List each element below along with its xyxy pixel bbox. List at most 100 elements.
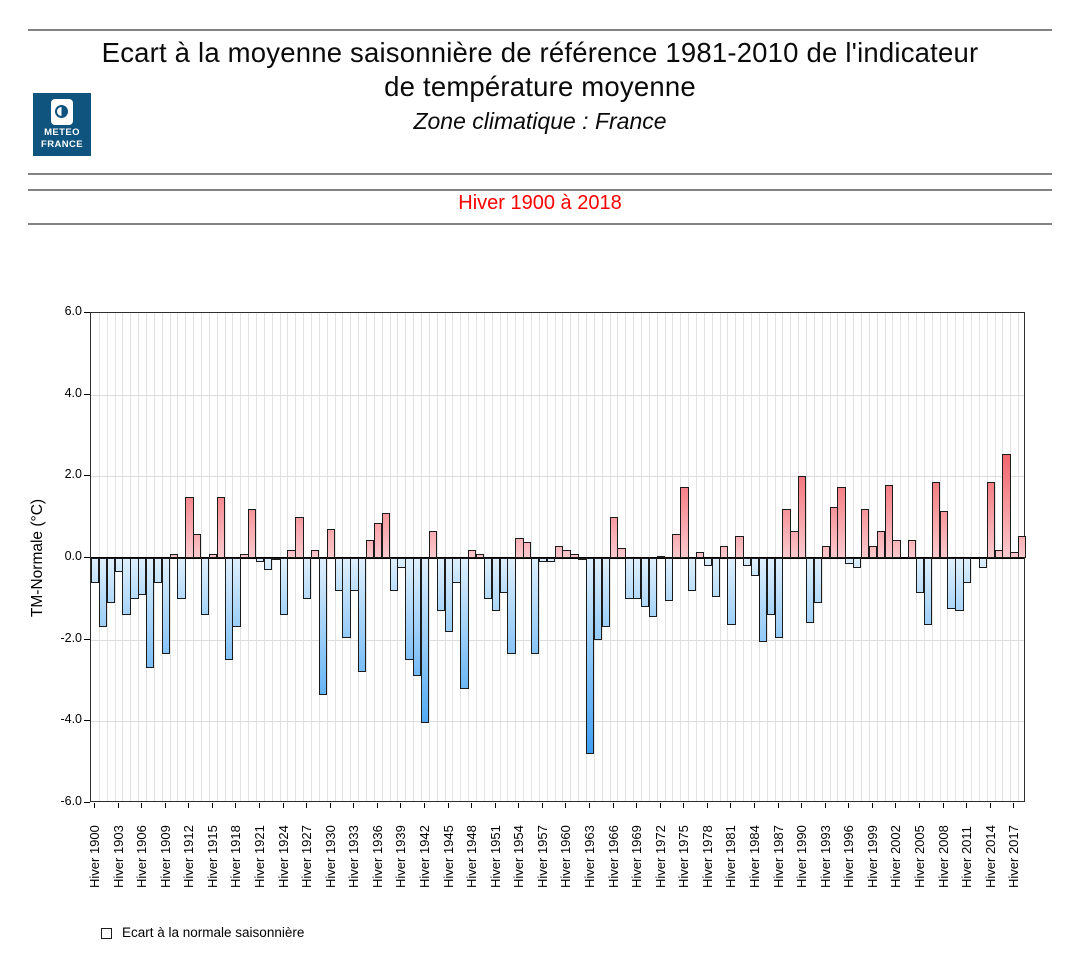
x-tick (612, 803, 614, 808)
y-tick (84, 475, 90, 477)
bar-1905 (130, 558, 139, 599)
bar-1969 (633, 558, 642, 599)
bar-1937 (381, 513, 391, 558)
bar-1980 (719, 545, 728, 558)
bar-1978 (703, 558, 713, 567)
x-tick (471, 803, 473, 808)
y-tick (84, 312, 90, 313)
x-tick (306, 803, 308, 808)
h-gridline (91, 476, 1024, 478)
x-tick (258, 803, 260, 808)
y-tick-label--2.0: -2.0 (60, 630, 82, 645)
bar-1953 (507, 558, 516, 654)
bar-1921 (256, 558, 265, 563)
bar-1959 (554, 545, 563, 558)
x-tick (329, 803, 331, 808)
bar-1912 (185, 496, 194, 558)
x-tick (588, 803, 590, 808)
x-tick (824, 803, 826, 808)
bar-2009 (947, 558, 956, 610)
bar-1924 (279, 558, 288, 616)
bar-1993 (821, 545, 831, 558)
chart-header: Ecart à la moyenne saisonnière de référe… (0, 36, 1080, 138)
bar-2005 (916, 558, 925, 593)
x-tick-label-1975: Hiver 1975 (676, 825, 692, 888)
x-tick (188, 803, 190, 808)
x-tick (565, 803, 567, 808)
x-tick-label-2011: Hiver 2011 (959, 826, 975, 888)
x-tick-label-1948: Hiver 1948 (464, 825, 480, 888)
bar-2010 (955, 558, 964, 612)
x-tick-label-1939: Hiver 1939 (393, 825, 409, 888)
bar-1992 (813, 558, 823, 603)
legend-label: Ecart à la normale saisonnière (122, 925, 305, 940)
x-tick (117, 803, 119, 808)
x-tick-label-1990: Hiver 1990 (794, 825, 810, 888)
x-tick (1013, 803, 1015, 808)
bar-1917 (224, 558, 233, 661)
x-tick-label-1900: Hiver 1900 (86, 825, 102, 888)
x-tick (659, 803, 661, 808)
bar-1928 (311, 549, 320, 558)
x-tick-label-2014: Hiver 2014 (982, 825, 998, 888)
x-tick (683, 803, 685, 808)
bar-1942 (421, 558, 430, 724)
bar-1929 (318, 558, 328, 695)
bar-1997 (853, 558, 862, 569)
x-tick (400, 803, 402, 808)
bar-1947 (460, 558, 469, 689)
bar-1945 (444, 558, 453, 632)
bar-1923 (271, 558, 281, 561)
period-title: Hiver 1900 à 2018 (458, 192, 622, 214)
x-tick-label-1915: Hiver 1915 (204, 825, 220, 888)
bar-1904 (122, 558, 131, 616)
bar-1991 (806, 558, 815, 624)
bar-1938 (389, 558, 398, 591)
x-tick (801, 803, 803, 808)
zone-subtitle: Zone climatique : France (413, 108, 667, 134)
header-divider-3 (28, 223, 1052, 225)
x-tick (235, 803, 237, 808)
bar-2013 (978, 558, 988, 569)
legend-swatch (101, 928, 112, 939)
x-tick (636, 803, 638, 808)
y-tick (84, 393, 90, 395)
bar-1935 (366, 539, 375, 558)
x-tick-label-1981: Hiver 1981 (723, 825, 739, 888)
bar-1954 (515, 537, 524, 558)
bar-2004 (908, 539, 917, 558)
x-tick-label-1942: Hiver 1942 (416, 825, 432, 888)
bar-2001 (884, 484, 893, 558)
half-moon-icon (55, 105, 68, 118)
x-tick-label-1930: Hiver 1930 (322, 825, 338, 888)
y-tick (84, 802, 90, 803)
bar-1908 (153, 558, 163, 583)
bar-1985 (758, 558, 768, 642)
x-tick-label-2017: Hiver 2017 (1006, 825, 1022, 888)
bar-1920 (248, 509, 257, 558)
x-tick-label-1933: Hiver 1933 (346, 825, 362, 888)
bar-1981 (727, 558, 736, 626)
y-tick (84, 638, 90, 640)
x-tick-label-1909: Hiver 1909 (157, 825, 173, 888)
x-tick (423, 803, 425, 808)
x-tick-label-1903: Hiver 1903 (110, 825, 126, 888)
x-tick (282, 803, 284, 808)
x-tick-label-1924: Hiver 1924 (275, 825, 291, 888)
x-tick-label-2008: Hiver 2008 (935, 825, 951, 888)
x-tick-label-1936: Hiver 1936 (369, 825, 385, 888)
bar-1967 (617, 547, 626, 558)
bar-1943 (428, 531, 438, 558)
zero-line (91, 557, 1024, 559)
bar-1933 (350, 558, 359, 591)
x-tick (777, 803, 779, 808)
logo-badge (51, 99, 73, 125)
bar-1927 (303, 558, 312, 599)
x-tick-label-1993: Hiver 1993 (817, 825, 833, 888)
header-divider-1 (28, 173, 1052, 175)
bar-1909 (161, 558, 171, 654)
meteo-france-logo: METEO FRANCE (33, 93, 91, 156)
x-tick-label-1960: Hiver 1960 (558, 825, 574, 888)
bar-2011 (963, 558, 972, 583)
x-tick (706, 803, 708, 808)
